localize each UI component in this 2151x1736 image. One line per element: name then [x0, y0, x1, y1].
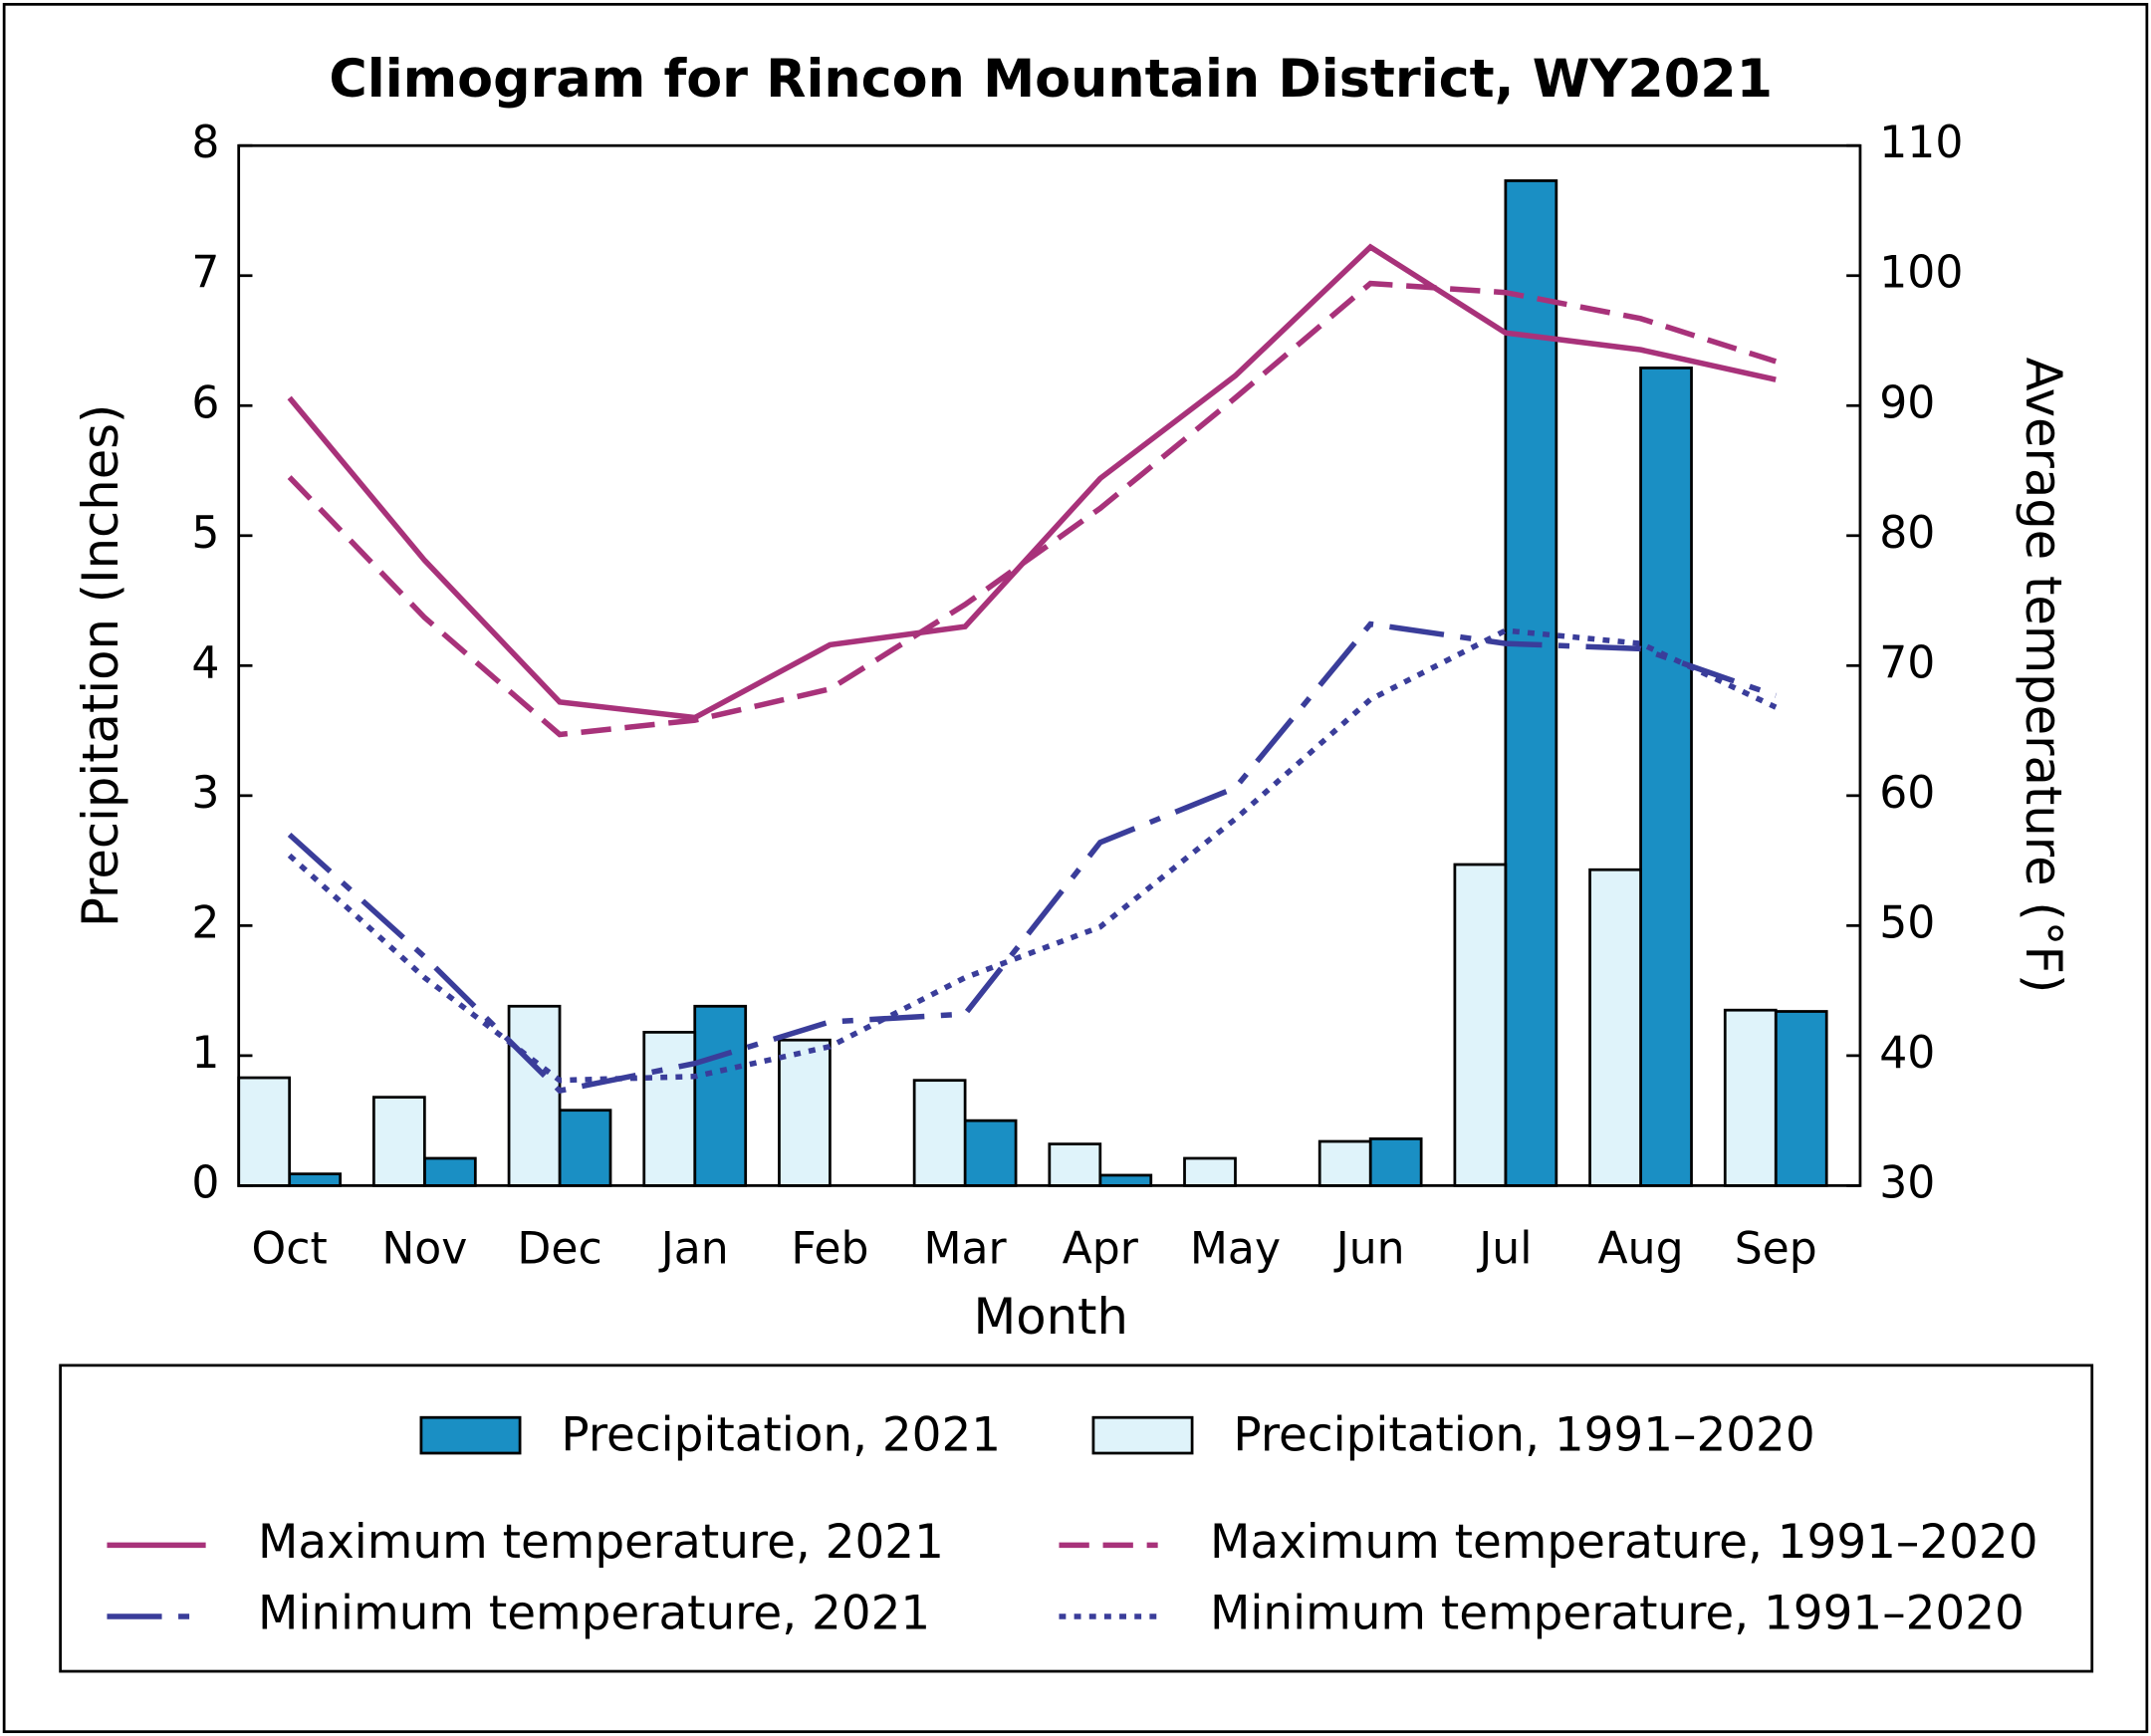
x-tick-label: Oct [252, 1224, 328, 1275]
y-tick-label: 0 [191, 1157, 219, 1208]
y2-tick-label: 80 [1879, 508, 1935, 559]
bar [1453, 863, 1508, 1187]
bar [288, 1172, 343, 1187]
bar [1183, 1156, 1237, 1187]
y-tick-label: 5 [191, 508, 219, 559]
bar [1098, 1173, 1153, 1187]
x-tick-label: Jan [658, 1224, 729, 1275]
legend-box [59, 1364, 2094, 1673]
legend-label: Maximum temperature, 1991–2020 [1210, 1516, 2038, 1570]
y2-tick-label: 30 [1879, 1157, 1935, 1208]
x-tick-label: Sep [1735, 1224, 1817, 1275]
bar [1504, 179, 1558, 1187]
legend-label: Minimum temperature, 1991–2020 [1210, 1587, 2025, 1640]
y-tick-label: 8 [191, 118, 219, 168]
chart-title: Climogram for Rincon Mountain District, … [329, 49, 1773, 110]
y-tick-label: 4 [191, 637, 219, 688]
bar [422, 1156, 477, 1187]
line [287, 280, 1778, 738]
legend-swatch [419, 1415, 522, 1455]
x-tick-label: Apr [1063, 1224, 1139, 1275]
x-axis-label: Month [974, 1288, 1128, 1346]
y-tick-label: 7 [191, 248, 219, 299]
legend-label: Minimum temperature, 2021 [258, 1587, 930, 1640]
bar [1639, 367, 1693, 1187]
legend-swatch [1091, 1415, 1194, 1455]
y-tick-label: 1 [191, 1028, 219, 1079]
y-tick-label: 3 [191, 768, 219, 819]
line [287, 243, 1777, 721]
bar [693, 1004, 748, 1187]
x-tick-label: Feb [791, 1224, 868, 1275]
x-tick-label: Jun [1333, 1224, 1405, 1275]
x-tick-label: Jul [1476, 1224, 1532, 1275]
y2-axis-label: Average temperature (°F) [2015, 358, 2072, 994]
x-tick-label: Nov [381, 1224, 467, 1275]
bar [642, 1031, 697, 1187]
legend-label: Maximum temperature, 2021 [258, 1516, 944, 1570]
y2-tick-label: 40 [1879, 1028, 1935, 1079]
y2-tick-label: 110 [1879, 118, 1963, 168]
line [287, 620, 1778, 1095]
x-tick-label: May [1190, 1224, 1281, 1275]
bar [507, 1004, 562, 1187]
y-tick-label: 2 [191, 897, 219, 948]
bar [963, 1118, 1018, 1187]
legend-label: Precipitation, 2021 [561, 1408, 1001, 1462]
y2-tick-label: 90 [1879, 377, 1935, 428]
y2-tick-label: 70 [1879, 637, 1935, 688]
bar [1048, 1142, 1102, 1187]
x-tick-label: Mar [924, 1224, 1008, 1275]
plot-border [237, 143, 1862, 1187]
bar [237, 1076, 292, 1187]
bar [912, 1079, 967, 1187]
y-axis-label: Precipitation (Inches) [72, 404, 129, 927]
bar [1774, 1010, 1828, 1187]
x-tick-label: Dec [517, 1224, 601, 1275]
bar [558, 1109, 612, 1187]
y-tick-label: 6 [191, 377, 219, 428]
bar [1317, 1139, 1372, 1187]
y2-tick-label: 60 [1879, 768, 1935, 819]
legend-label: Precipitation, 1991–2020 [1233, 1408, 1814, 1462]
bar [1368, 1137, 1423, 1187]
bar [372, 1096, 426, 1187]
bar [1588, 868, 1642, 1187]
bar [778, 1038, 832, 1187]
x-tick-label: Aug [1598, 1224, 1684, 1275]
y2-tick-label: 50 [1879, 897, 1935, 948]
y2-tick-label: 100 [1879, 248, 1963, 299]
line [287, 627, 1778, 1084]
bar [1723, 1008, 1778, 1187]
